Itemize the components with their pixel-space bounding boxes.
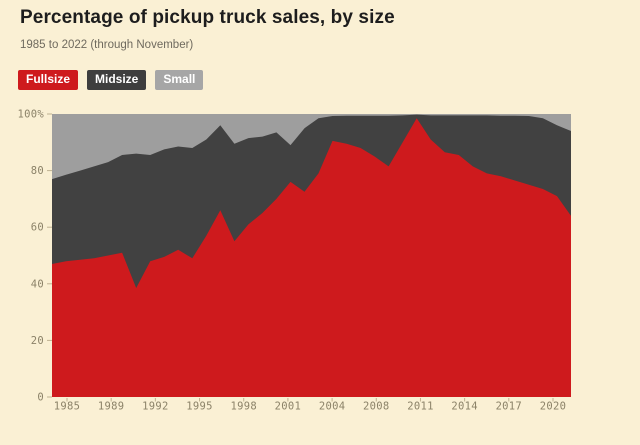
x-axis-label: 1995 <box>186 401 213 413</box>
y-axis-label: 100% <box>18 109 45 121</box>
y-axis-label: 40 <box>31 278 44 290</box>
legend-item-midsize: Midsize <box>87 70 147 90</box>
x-axis-label: 2020 <box>540 401 567 413</box>
x-axis-label: 2017 <box>496 401 523 413</box>
x-axis-label: 2004 <box>319 401 346 413</box>
y-axis-label: 60 <box>31 222 44 234</box>
y-axis-label: 20 <box>31 335 44 347</box>
x-axis-label: 1985 <box>54 401 81 413</box>
chart-subtitle: 1985 to 2022 (through November) <box>20 39 194 51</box>
y-axis-label: 0 <box>37 392 44 404</box>
x-axis-label: 2008 <box>363 401 390 413</box>
x-axis-label: 2001 <box>275 401 302 413</box>
x-axis-label: 2011 <box>407 401 434 413</box>
x-axis-label: 1998 <box>230 401 257 413</box>
legend-item-fullsize: Fullsize <box>18 70 79 90</box>
legend: Fullsize Midsize Small <box>18 70 204 90</box>
legend-item-small: Small <box>155 70 204 90</box>
y-axis-label: 80 <box>31 165 44 177</box>
chart-title: Percentage of pickup truck sales, by siz… <box>20 7 395 28</box>
area-fullsize <box>52 118 571 397</box>
x-axis-label: 1989 <box>98 401 125 413</box>
x-axis-label: 1992 <box>142 401 169 413</box>
x-axis-label: 2014 <box>451 401 478 413</box>
